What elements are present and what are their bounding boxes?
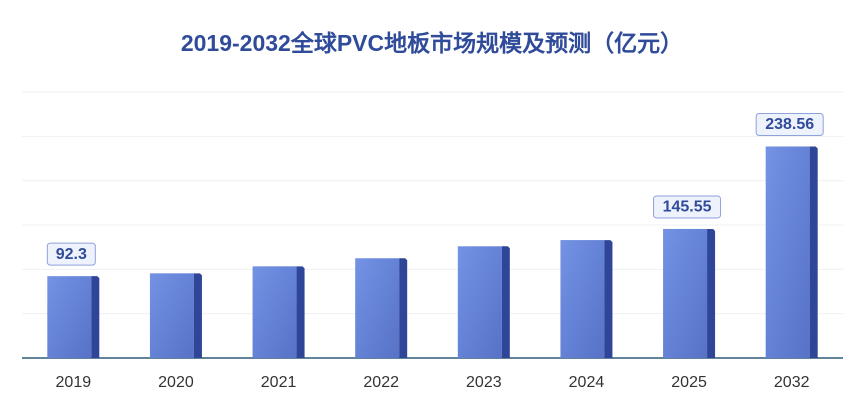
value-label-box: [653, 195, 722, 219]
x-tick-label: 2022: [363, 374, 399, 391]
x-tick-label: 2025: [671, 374, 707, 391]
bar-side: [604, 240, 613, 358]
value-label: 238.56: [765, 116, 814, 133]
bar: [355, 258, 400, 358]
value-label: 145.55: [663, 199, 712, 216]
bar: [560, 240, 605, 358]
value-label-box: [755, 112, 824, 136]
bar-side: [707, 228, 716, 358]
x-tick-label: 2032: [774, 374, 810, 391]
value-label: 92.3: [56, 246, 87, 263]
bar-side: [501, 246, 510, 358]
x-tick-label: 2024: [569, 374, 605, 391]
bar-side: [809, 146, 818, 358]
bar-side: [193, 273, 202, 358]
bar: [457, 246, 502, 358]
bar: [252, 266, 297, 358]
bar-side: [296, 266, 305, 358]
chart-title: 2019-2032全球PVC地板市场规模及预测（亿元）: [181, 30, 683, 56]
value-label-box: [46, 242, 96, 266]
x-tick-label: 2020: [158, 374, 194, 391]
x-tick-label: 2021: [261, 374, 297, 391]
bar: [663, 228, 708, 358]
x-tick-label: 2019: [56, 374, 92, 391]
bar-side: [399, 258, 408, 358]
bar: [47, 276, 92, 358]
bar-side: [91, 276, 100, 358]
x-tick-label: 2023: [466, 374, 502, 391]
bar: [149, 273, 194, 358]
bar: [765, 146, 810, 358]
